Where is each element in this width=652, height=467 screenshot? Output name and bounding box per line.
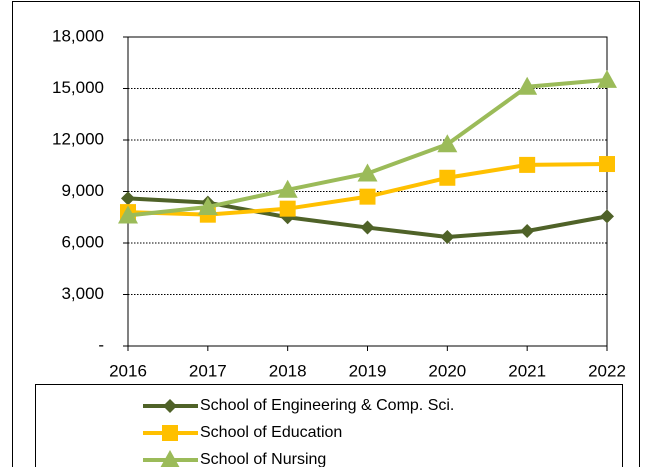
legend-label: School of Engineering & Comp. Sci. <box>200 397 454 414</box>
marker <box>277 179 298 198</box>
marker <box>520 223 535 238</box>
marker <box>360 220 375 235</box>
plot-area: - 3,000 6,000 9,000 12,000 15,000 18,000 2016 20… <box>52 26 626 380</box>
marker <box>163 399 177 413</box>
marker <box>439 169 456 186</box>
marker <box>599 156 615 173</box>
marker <box>118 205 138 224</box>
y-tick-label: 3,000 <box>61 284 104 303</box>
marker <box>121 191 135 206</box>
x-tick-label: 2019 <box>349 361 387 380</box>
marker <box>197 196 218 215</box>
x-tick-label: 2017 <box>189 361 227 380</box>
y-tick-label: 6,000 <box>61 232 104 251</box>
marker <box>160 450 180 467</box>
marker <box>440 229 455 244</box>
x-tick-label: 2020 <box>428 361 466 380</box>
marker <box>359 188 376 205</box>
legend-box <box>35 384 623 467</box>
y-tick-label: 18,000 <box>52 26 104 45</box>
marker <box>162 425 178 441</box>
marker <box>519 156 536 173</box>
x-tick-label: 2022 <box>588 361 626 380</box>
marker <box>437 134 458 153</box>
marker <box>279 200 296 217</box>
x-tick-label: 2021 <box>508 361 546 380</box>
y-tick-label: - <box>98 335 104 354</box>
marker <box>517 76 538 95</box>
y-tick-label: 12,000 <box>52 129 104 148</box>
marker <box>600 209 614 224</box>
marker <box>597 69 617 88</box>
legend-label: School of Education <box>200 424 342 441</box>
y-tick-label: 15,000 <box>52 78 104 97</box>
legend-label: School of Nursing <box>200 451 326 467</box>
y-tick-label: 9,000 <box>61 181 104 200</box>
x-tick-label: 2018 <box>269 361 307 380</box>
marker <box>357 163 378 182</box>
x-tick-label: 2016 <box>109 361 147 380</box>
legend: School of Engineering & Comp. Sci. School… <box>35 384 623 467</box>
